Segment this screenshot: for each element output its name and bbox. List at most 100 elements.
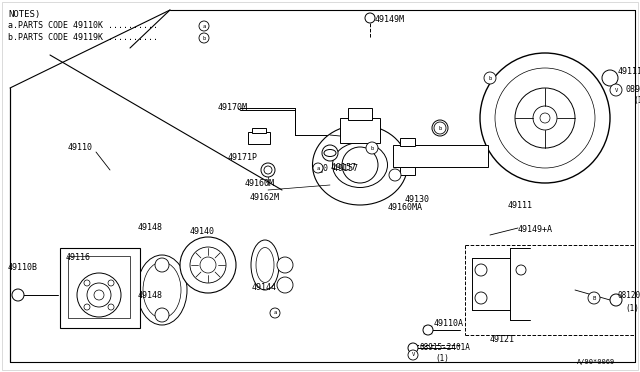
Text: 49111B: 49111B: [618, 67, 640, 77]
Text: 49170M: 49170M: [218, 103, 248, 112]
Text: A/90*0069: A/90*0069: [577, 359, 615, 365]
Ellipse shape: [312, 125, 408, 205]
Circle shape: [423, 325, 433, 335]
Text: NOTES): NOTES): [8, 10, 40, 19]
Circle shape: [408, 350, 418, 360]
Circle shape: [588, 292, 600, 304]
Bar: [400, 138, 415, 146]
Circle shape: [84, 304, 90, 310]
Text: 49110A: 49110A: [434, 318, 464, 327]
Circle shape: [190, 247, 226, 283]
Circle shape: [515, 88, 575, 148]
Text: 49110B: 49110B: [8, 263, 38, 273]
Text: 49130: 49130: [405, 196, 430, 205]
Circle shape: [533, 106, 557, 130]
Bar: [68, 256, 130, 318]
Bar: [248, 132, 270, 144]
Text: 49111: 49111: [508, 201, 533, 209]
Circle shape: [277, 277, 293, 293]
Text: 49148: 49148: [138, 224, 163, 232]
Text: (1): (1): [435, 353, 449, 362]
Circle shape: [200, 257, 216, 273]
Ellipse shape: [137, 255, 187, 325]
Text: 08915-2401A: 08915-2401A: [420, 343, 471, 353]
Circle shape: [155, 258, 169, 272]
Bar: [393, 145, 488, 167]
Text: 49121: 49121: [490, 336, 515, 344]
Circle shape: [602, 70, 618, 86]
Text: V: V: [412, 353, 415, 357]
Circle shape: [84, 280, 90, 286]
Ellipse shape: [251, 240, 279, 290]
Circle shape: [484, 72, 496, 84]
Circle shape: [155, 308, 169, 322]
Text: 49160MA: 49160MA: [388, 203, 423, 212]
Circle shape: [108, 280, 114, 286]
Circle shape: [610, 84, 622, 96]
Text: ␶0 49157: ␶0 49157: [318, 164, 358, 173]
Circle shape: [389, 169, 401, 181]
Text: b: b: [438, 125, 442, 131]
Ellipse shape: [333, 142, 387, 187]
Text: b: b: [202, 35, 205, 41]
Text: 49149+A: 49149+A: [518, 225, 553, 234]
Circle shape: [199, 21, 209, 31]
Text: (1): (1): [633, 96, 640, 105]
Text: 08915-1421A: 08915-1421A: [625, 86, 640, 94]
Circle shape: [264, 166, 272, 174]
Circle shape: [495, 68, 595, 168]
Text: a: a: [202, 23, 205, 29]
Text: 49160M: 49160M: [245, 179, 275, 187]
Circle shape: [77, 273, 121, 317]
Text: 49148: 49148: [138, 291, 163, 299]
Circle shape: [94, 290, 104, 300]
Text: B: B: [593, 295, 596, 301]
Bar: [348, 108, 372, 120]
Text: 08120-8251F: 08120-8251F: [618, 291, 640, 299]
Circle shape: [261, 163, 275, 177]
Text: 49157: 49157: [326, 164, 356, 173]
Circle shape: [432, 120, 448, 136]
Circle shape: [366, 142, 378, 154]
Circle shape: [475, 292, 487, 304]
Bar: [340, 118, 380, 143]
Circle shape: [408, 343, 418, 353]
Text: 49162M: 49162M: [250, 192, 280, 202]
Text: 49110: 49110: [68, 144, 93, 153]
Circle shape: [480, 53, 610, 183]
Circle shape: [199, 33, 209, 43]
Circle shape: [12, 289, 24, 301]
Text: a.PARTS CODE 49110K ..........: a.PARTS CODE 49110K ..........: [8, 22, 158, 31]
Circle shape: [277, 257, 293, 273]
Circle shape: [475, 264, 487, 276]
Circle shape: [313, 163, 323, 173]
Text: 49116: 49116: [66, 253, 91, 263]
Ellipse shape: [143, 262, 181, 318]
Text: a: a: [273, 311, 276, 315]
Circle shape: [342, 147, 378, 183]
Circle shape: [516, 265, 526, 275]
Circle shape: [434, 122, 446, 134]
Text: b: b: [488, 76, 492, 80]
Text: b.PARTS CODE 49119K ..........: b.PARTS CODE 49119K ..........: [8, 33, 158, 42]
Text: (1): (1): [625, 304, 639, 312]
Circle shape: [365, 13, 375, 23]
Bar: [252, 128, 266, 133]
Circle shape: [610, 294, 622, 306]
Circle shape: [322, 145, 338, 161]
Bar: [60, 248, 140, 328]
Bar: [400, 167, 415, 175]
Text: a: a: [316, 166, 319, 170]
Ellipse shape: [324, 150, 336, 157]
Text: b: b: [371, 145, 374, 151]
Circle shape: [270, 308, 280, 318]
Text: 49144: 49144: [252, 283, 277, 292]
Text: 49171P: 49171P: [228, 154, 258, 163]
Circle shape: [180, 237, 236, 293]
Circle shape: [87, 283, 111, 307]
Text: 49149M: 49149M: [375, 16, 405, 25]
Text: 49140: 49140: [190, 228, 215, 237]
Ellipse shape: [256, 247, 274, 282]
Circle shape: [108, 304, 114, 310]
Circle shape: [540, 113, 550, 123]
